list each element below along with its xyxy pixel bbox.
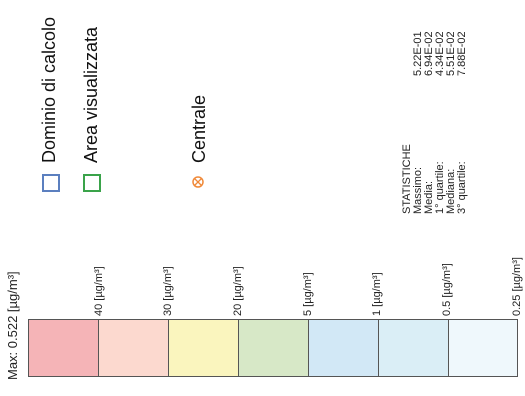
scale-label-0-5: 0.5 [µg/m³] — [441, 263, 453, 316]
scale-segment-6 — [378, 319, 449, 377]
scale-label-30: 30 [µg/m³] — [162, 266, 174, 316]
scale-segment-1 — [28, 319, 99, 377]
stats-value-q3: 7.88E-02 — [456, 31, 468, 76]
stats-label-q3: 3° quartile: — [456, 161, 468, 214]
plant-label: Centrale — [189, 94, 209, 163]
scale-segment-7 — [448, 319, 518, 377]
scale-max-label: Max: 0.522 [µg/m³] — [5, 271, 20, 380]
scale-label-20: 20 [µg/m³] — [232, 266, 244, 316]
scale-segment-2 — [98, 319, 169, 377]
scale-label-1: 1 [µg/m³] — [371, 272, 383, 316]
scale-label-40: 40 [µg/m³] — [93, 266, 105, 316]
color-scale-bar — [28, 319, 518, 378]
scale-segment-5 — [308, 319, 379, 377]
scale-label-0-25: 0.25 [µg/m³] — [511, 257, 523, 316]
area-label: Area visualizzata — [81, 26, 101, 163]
scale-label-5: 5 [µg/m³] — [302, 272, 314, 316]
plant-marker-icon — [192, 175, 204, 188]
area-swatch-icon — [83, 174, 101, 192]
domain-label: Dominio di calcolo — [39, 16, 59, 163]
scale-segment-4 — [238, 319, 309, 377]
domain-swatch-icon — [42, 174, 60, 192]
scale-segment-3 — [168, 319, 239, 377]
